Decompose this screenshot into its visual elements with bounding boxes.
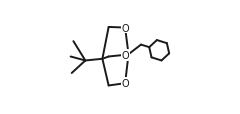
Text: O: O: [121, 23, 129, 33]
Text: O: O: [121, 79, 129, 88]
Text: O: O: [121, 50, 129, 60]
